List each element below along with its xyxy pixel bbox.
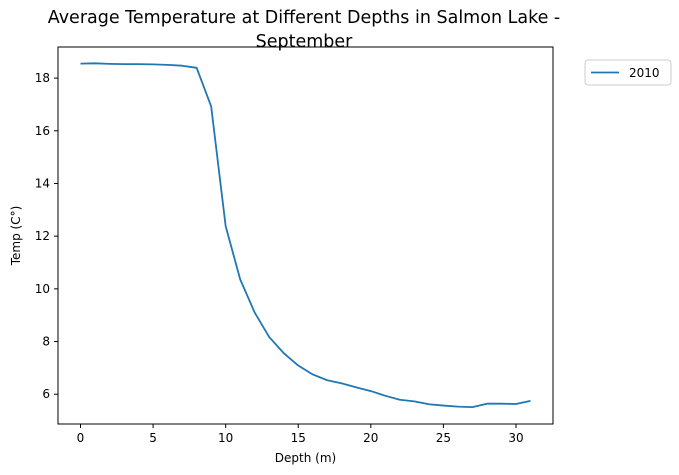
plot-area-frame <box>57 46 554 425</box>
x-tick-label: 20 <box>363 431 378 445</box>
y-tick-label: 6 <box>42 387 50 401</box>
y-axis-label: Temp (C°) <box>9 206 23 267</box>
y-tick-label: 18 <box>35 71 50 85</box>
chart-title-line-2: September <box>256 32 354 52</box>
series-line-2010 <box>80 62 531 409</box>
x-tick-label: 15 <box>291 431 306 445</box>
y-tick-label: 16 <box>35 124 50 138</box>
x-tick-label: 5 <box>149 431 157 445</box>
x-tick-label: 30 <box>508 431 523 445</box>
chart-title-line-1: Average Temperature at Different Depths … <box>48 8 560 28</box>
x-tick-label: 25 <box>436 431 451 445</box>
axis-ticks: 0 5 10 15 20 25 30 6 8 10 12 14 16 18 <box>35 71 524 445</box>
legend-label-2010: 2010 <box>629 66 660 80</box>
x-tick-label: 10 <box>218 431 233 445</box>
x-axis-label: Depth (m) <box>275 451 336 465</box>
chart-title: Average Temperature at Different Depths … <box>48 8 560 52</box>
series-lines <box>80 62 531 409</box>
x-tick-label: 0 <box>77 431 85 445</box>
legend: 2010 <box>584 59 672 86</box>
y-tick-label: 14 <box>35 176 50 190</box>
y-tick-label: 10 <box>35 282 50 296</box>
legend-box <box>584 59 672 86</box>
y-tick-label: 12 <box>35 229 50 243</box>
y-tick-label: 8 <box>42 335 50 349</box>
